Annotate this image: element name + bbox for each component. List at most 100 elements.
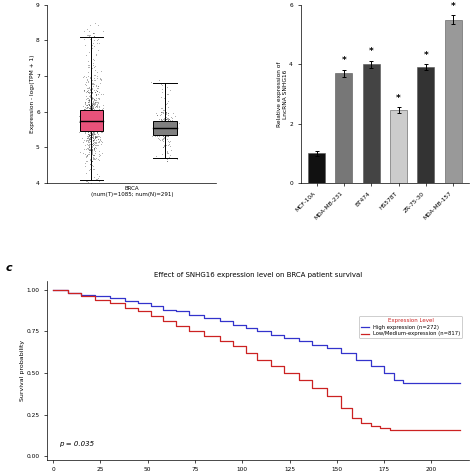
Point (76, 127, 84, 135)
Point (91, 126, 98, 133)
Point (91, 126, 99, 133)
Point (84, 133, 92, 141)
Point (86, 21, 93, 29)
Point (85, 112, 92, 120)
Point (86, 105, 94, 113)
Point (164, 114, 171, 121)
Point (91, 145, 98, 153)
Point (86, 137, 94, 145)
Point (87, 92, 94, 100)
Point (92, 91, 100, 98)
Point (88, 64, 96, 72)
Point (82, 116, 89, 123)
Point (82, 106, 90, 114)
Point (84, 137, 92, 144)
Point (88, 102, 96, 109)
Point (83, 152, 91, 159)
Point (80, 35, 87, 43)
Text: c: c (5, 264, 12, 273)
Point (84, 151, 92, 158)
Point (165, 124, 173, 132)
Point (89, 108, 96, 115)
Point (87, 135, 95, 142)
Point (91, 155, 98, 163)
Point (80, 145, 88, 153)
Point (90, 100, 98, 108)
Point (162, 110, 169, 118)
Point (88, 140, 95, 148)
Point (94, 111, 102, 119)
Point (164, 115, 171, 123)
Point (94, 129, 101, 137)
FancyBboxPatch shape (153, 121, 176, 135)
Point (87, 115, 95, 122)
Point (87, 116, 94, 124)
Point (82, 162, 89, 170)
Point (158, 136, 165, 143)
Point (87, 157, 95, 164)
Point (85, 101, 93, 109)
Point (87, 75, 94, 82)
Point (161, 128, 168, 136)
Point (81, 98, 88, 105)
Point (91, 132, 99, 140)
Point (83, 75, 91, 82)
Point (161, 123, 168, 130)
Point (162, 126, 169, 134)
Point (90, 118, 98, 126)
Point (96, 121, 104, 129)
Point (87, 86, 94, 93)
Point (92, 106, 100, 113)
Point (92, 127, 100, 135)
Point (87, 64, 95, 72)
Point (86, 146, 93, 154)
Point (85, 176, 92, 184)
Point (158, 120, 166, 128)
Point (87, 131, 94, 138)
Point (87, 175, 94, 182)
Point (89, 145, 96, 152)
Point (161, 114, 168, 121)
Point (81, 103, 88, 111)
Point (89, 155, 97, 163)
Point (164, 141, 172, 148)
Point (158, 123, 166, 131)
Point (82, 127, 89, 134)
Point (158, 130, 165, 137)
Point (162, 118, 170, 125)
Point (84, 138, 92, 146)
Point (162, 125, 170, 133)
Point (86, 110, 93, 118)
Point (87, 161, 94, 168)
Point (95, 106, 102, 113)
Point (90, 128, 97, 136)
Point (89, 134, 97, 141)
Point (99, 104, 107, 112)
Point (89, 103, 97, 110)
Point (88, 110, 96, 118)
Point (90, 123, 97, 131)
Point (162, 108, 170, 116)
Point (91, 134, 99, 141)
Point (161, 138, 169, 146)
Point (89, 80, 97, 87)
Point (154, 132, 161, 140)
Point (91, 120, 98, 128)
Point (81, 127, 88, 134)
Point (89, 104, 96, 112)
Point (90, 137, 98, 144)
Point (160, 121, 168, 128)
Point (82, 125, 90, 133)
Point (90, 99, 98, 106)
Point (85, 131, 92, 138)
Point (87, 103, 94, 111)
Point (88, 94, 96, 102)
Point (90, 98, 97, 106)
Point (88, 80, 96, 87)
Point (97, 111, 105, 118)
Point (87, 146, 95, 154)
Point (84, 128, 91, 136)
Point (92, 91, 100, 99)
Point (85, 100, 92, 108)
Point (93, 176, 100, 184)
